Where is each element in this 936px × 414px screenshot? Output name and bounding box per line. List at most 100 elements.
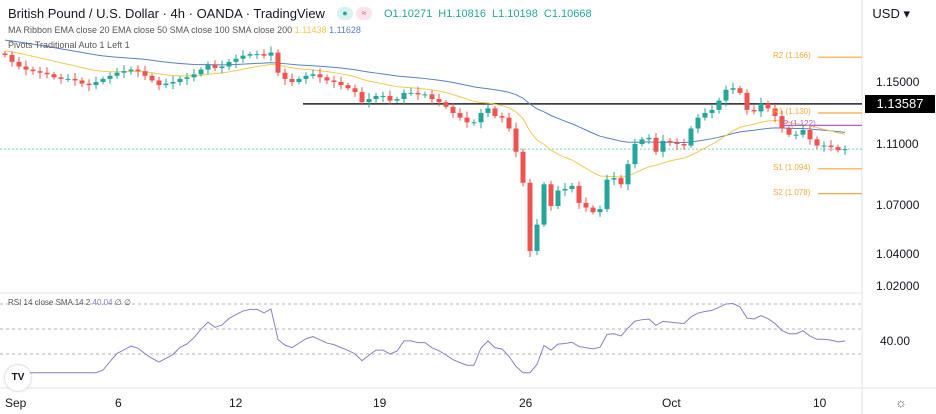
- candle: [240, 50, 246, 63]
- candle-body: [807, 130, 813, 140]
- candle-body: [254, 54, 260, 56]
- candle-body: [198, 69, 204, 75]
- candle: [499, 112, 505, 123]
- candle-body: [142, 71, 148, 76]
- candle: [842, 145, 848, 156]
- candle-body: [373, 95, 379, 100]
- time-tick: 6: [115, 396, 122, 410]
- ohlc-close: C1.10668: [543, 7, 592, 20]
- candle-body: [226, 61, 232, 67]
- candle-body: [765, 103, 771, 109]
- candle-body: [499, 116, 505, 118]
- candle-body: [170, 82, 176, 84]
- candle: [107, 72, 113, 84]
- candle-body: [359, 92, 365, 103]
- candle-body: [527, 182, 533, 251]
- candle-body: [149, 75, 155, 81]
- candle-body: [51, 74, 57, 78]
- candle: [79, 77, 85, 88]
- candle: [534, 219, 540, 256]
- candle-body: [464, 117, 470, 123]
- candle: [296, 76, 302, 85]
- candle-body: [324, 77, 330, 81]
- candle: [114, 67, 120, 79]
- candle-body: [471, 122, 477, 124]
- rsi-line: [12, 303, 846, 374]
- candle-body: [443, 102, 449, 107]
- rsi-legend[interactable]: RSI 14 close SMA 14 2 40.04 ∅ ∅: [8, 298, 131, 307]
- settings-gear-icon[interactable]: ☼: [895, 395, 907, 410]
- candle: [23, 60, 29, 76]
- price-tick: 1.04000: [876, 247, 920, 261]
- tradingview-logo[interactable]: TV: [5, 365, 31, 391]
- candle-body: [261, 54, 267, 56]
- data-delay-icon[interactable]: ≈: [355, 7, 372, 20]
- candle: [744, 89, 750, 115]
- candle: [772, 104, 778, 123]
- market-open-icon[interactable]: ●: [336, 7, 353, 20]
- symbol-title[interactable]: British Pound / U.S. Dollar · 4h · OANDA…: [8, 6, 325, 21]
- candle: [352, 84, 358, 97]
- pivot-label: R1 (1.130): [773, 107, 811, 116]
- candle-body: [37, 71, 43, 73]
- candle: [737, 85, 743, 96]
- candle-body: [107, 75, 113, 79]
- pivot-label: S2 (1.078): [773, 187, 811, 197]
- candle-body: [485, 108, 491, 113]
- candle: [394, 96, 400, 103]
- candle: [93, 76, 99, 90]
- candle: [163, 78, 169, 89]
- pivots-legend[interactable]: Pivots Traditional Auto 1 Left 1: [8, 40, 130, 50]
- candle: [72, 72, 78, 86]
- candle: [723, 85, 729, 107]
- candle: [373, 93, 379, 103]
- candle-body: [310, 74, 316, 76]
- candle: [457, 108, 463, 121]
- candle-body: [835, 147, 841, 151]
- candle: [520, 148, 526, 187]
- candle-body: [751, 109, 757, 112]
- candle: [37, 66, 43, 79]
- candle: [590, 205, 596, 215]
- ma-ribbon-legend[interactable]: MA Ribbon EMA close 20 EMA close 50 SMA …: [8, 25, 361, 35]
- candles: [2, 46, 848, 257]
- currency-selector[interactable]: USD ▾: [872, 6, 910, 22]
- candle-body: [800, 130, 806, 135]
- horizontal-line-price-label: 1.13587: [865, 95, 935, 113]
- candle-body: [177, 78, 183, 82]
- candle: [289, 73, 295, 87]
- candle-body: [730, 88, 736, 90]
- rsi-extra: ∅ ∅: [114, 298, 131, 307]
- candle-body: [86, 83, 92, 86]
- candle-body: [79, 80, 85, 84]
- candle: [121, 65, 127, 79]
- candle: [128, 66, 134, 75]
- candle-body: [541, 184, 547, 225]
- candle: [506, 112, 512, 132]
- pivot-label: S1 (1.094): [773, 162, 811, 172]
- candle-body: [338, 82, 344, 86]
- candle: [793, 131, 799, 140]
- candle: [247, 51, 253, 58]
- candle: [58, 73, 64, 84]
- ohlc-open: O1.10271: [383, 7, 433, 20]
- candle: [226, 58, 232, 71]
- candle: [674, 138, 680, 151]
- candle-body: [639, 139, 645, 144]
- candle: [408, 88, 414, 96]
- candle: [338, 76, 344, 90]
- candle: [786, 126, 792, 138]
- candle-body: [184, 77, 190, 79]
- candle-body: [205, 64, 211, 70]
- rsi-tick: 40.00: [880, 334, 911, 348]
- candle-body: [828, 145, 834, 148]
- candle: [135, 65, 141, 78]
- candle: [401, 89, 407, 104]
- candle-body: [366, 99, 372, 103]
- candle-body: [345, 85, 351, 89]
- candle-body: [282, 72, 288, 79]
- candle-body: [240, 55, 246, 59]
- candle-body: [695, 117, 701, 129]
- candle-body: [289, 78, 295, 82]
